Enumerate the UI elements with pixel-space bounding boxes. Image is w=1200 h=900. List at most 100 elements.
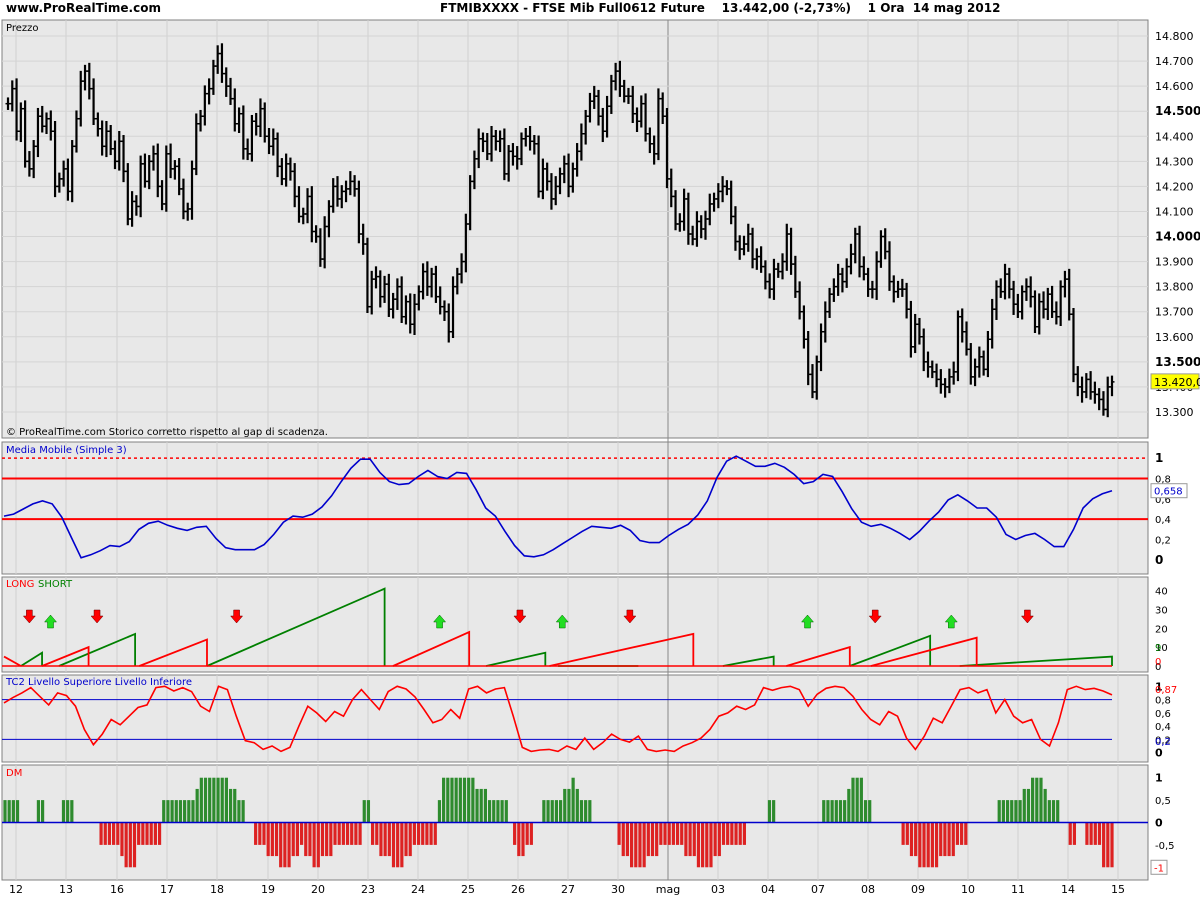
x-tick-label: 19 [261,883,275,896]
dm-bar [162,800,166,823]
panel-label-tc2: TC2 Livello Superiore Livello Inferiore [5,677,192,688]
dm-bar [157,822,162,845]
dm-bar [383,822,387,857]
y-tick-label: 14.300 [1155,155,1194,168]
dm-bar [951,822,955,857]
y-tick-label: 0,5 [1155,796,1171,807]
long-counter-line [485,651,547,667]
dm-bar [859,777,863,823]
dm-bar [15,800,20,823]
x-tick-label: 07 [811,883,825,896]
dm-bar [103,822,107,845]
panel-1 [1,441,1149,575]
dm-bar [362,800,366,823]
dm-bar [1043,788,1047,823]
dm-bar [128,822,132,868]
dm-bar [1093,822,1097,845]
dm-bar [684,822,688,857]
y-tick-label: 13.700 [1155,306,1194,319]
sell-arrow-icon [623,609,637,624]
dm-bar [905,822,909,845]
x-tick-label: 30 [611,883,625,896]
footer-note: © ProRealTime.com Storico corretto rispe… [6,427,328,438]
x-tick-label: 13 [59,883,73,896]
dm-bar [713,822,717,857]
dm-bar [212,777,216,823]
dm-bar [1018,800,1022,823]
dm-bar [584,800,588,823]
buy-arrow-icon [555,614,569,629]
dm-bar [437,800,442,823]
dm-bar [567,788,571,823]
sell-arrow-icon [22,609,36,624]
dm-bar [1026,788,1031,823]
dm-bar [667,822,671,845]
dm-bar [187,800,191,823]
dm-bar [1031,777,1035,823]
dm-bar [137,822,141,845]
y-tick-label: 14.100 [1155,205,1194,218]
dm-bar [926,822,930,868]
dm-bar [40,800,45,823]
x-tick-label: 04 [761,883,775,896]
dm-bar [371,822,375,845]
buy-arrow-icon [944,614,958,629]
dm-bar [241,800,245,823]
dm-bar [680,822,684,845]
dm-bar [1047,800,1051,823]
dm-bar [918,822,922,868]
dm-bar [228,788,233,823]
dm-bar [826,800,830,823]
dm-bar [834,800,838,823]
dm-bar [254,822,258,845]
dm-bar [513,822,517,845]
dm-bar [492,800,496,823]
last-value-label: 0,658 [1154,487,1183,498]
dm-bar [454,777,458,823]
dm-bar [496,800,500,823]
dm-bar [412,822,416,845]
panel-3 [1,674,1149,763]
dm-bar [575,788,579,823]
dm-bar [224,777,228,823]
x-tick-label: 16 [110,883,124,896]
x-tick-label: 20 [311,883,325,896]
panel-label-short: SHORT [38,579,73,590]
short-counter-line [139,638,208,667]
dm-bar [517,822,521,857]
long-counter-line [58,632,136,667]
y-tick-label: 0,6 [1155,709,1171,720]
long-counter-line [849,634,932,667]
dm-bar [571,777,575,823]
dm-bar [70,800,74,823]
dm-bar [1110,822,1114,868]
dm-bar [947,822,951,857]
dm-bar [61,800,66,823]
header-bar: www.ProRealTime.com FTMIBXXXX - FTSE Mib… [0,0,1200,18]
dm-bar [1005,800,1010,823]
last-short-label: 0 [1155,657,1161,668]
y-tick-label: 0,2 [1155,735,1171,746]
long-counter-line [206,587,386,667]
dm-bar [396,822,400,868]
dm-bar [124,822,128,868]
dm-bar [855,777,859,823]
dm-bar [1106,822,1110,868]
y-tick-label: 13.900 [1155,256,1194,269]
dm-bar [709,822,713,868]
dm-bar [730,822,734,845]
dm-bar [617,822,621,845]
x-tick-label: 14 [1061,883,1075,896]
dm-bar [487,800,492,823]
dm-bar [450,777,454,823]
sell-arrow-icon [513,609,527,624]
dm-bar [325,822,329,857]
dm-bar [638,822,642,868]
dm-bar [341,822,345,845]
dm-bar [634,822,638,868]
panel-label-ma: Media Mobile (Simple 3) [6,445,127,456]
dm-bar [421,822,425,845]
y-tick-label: 0 [1155,662,1161,673]
dm-bar [458,777,462,823]
